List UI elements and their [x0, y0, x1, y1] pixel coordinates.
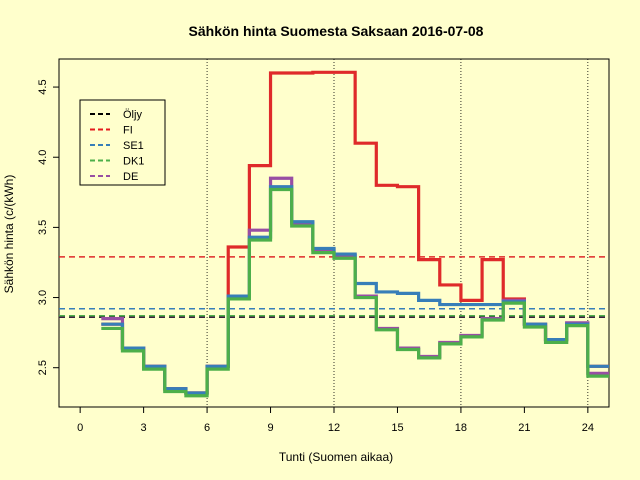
- legend-label: SE1: [123, 140, 144, 152]
- y-tick-label: 3.5: [37, 220, 49, 235]
- x-tick-label: 18: [455, 422, 467, 434]
- series-line-dk1: [101, 190, 609, 396]
- x-tick-label: 9: [267, 422, 273, 434]
- y-tick-label: 4.5: [37, 79, 49, 94]
- y-axis-label: Sähkön hinta (c/(kWh): [2, 175, 16, 294]
- x-tick-label: 3: [141, 422, 147, 434]
- chart-title: Sähkön hinta Suomesta Saksaan 2016-07-08: [189, 23, 484, 39]
- series-line-fi: [101, 72, 609, 393]
- legend-label: FI: [123, 125, 133, 137]
- legend-label: DE: [123, 171, 138, 183]
- x-tick-label: 15: [391, 422, 403, 434]
- legend-label: DK1: [123, 156, 144, 168]
- x-tick-label: 24: [582, 422, 594, 434]
- y-tick-label: 3.0: [37, 290, 49, 305]
- legend: Öljy FI SE1 DK1 DE: [80, 100, 165, 185]
- y-tick-label: 4.0: [37, 150, 49, 165]
- y-tick-label: 2.5: [37, 360, 49, 375]
- price-chart: Sähkön hinta Suomesta Saksaan 2016-07-08…: [0, 0, 640, 480]
- x-tick-label: 0: [77, 422, 83, 434]
- x-tick-label: 12: [328, 422, 340, 434]
- x-tick-label: 6: [204, 422, 210, 434]
- x-axis-label: Tunti (Suomen aikaa): [279, 450, 393, 464]
- x-tick-label: 21: [518, 422, 530, 434]
- legend-label: Öljy: [123, 109, 142, 121]
